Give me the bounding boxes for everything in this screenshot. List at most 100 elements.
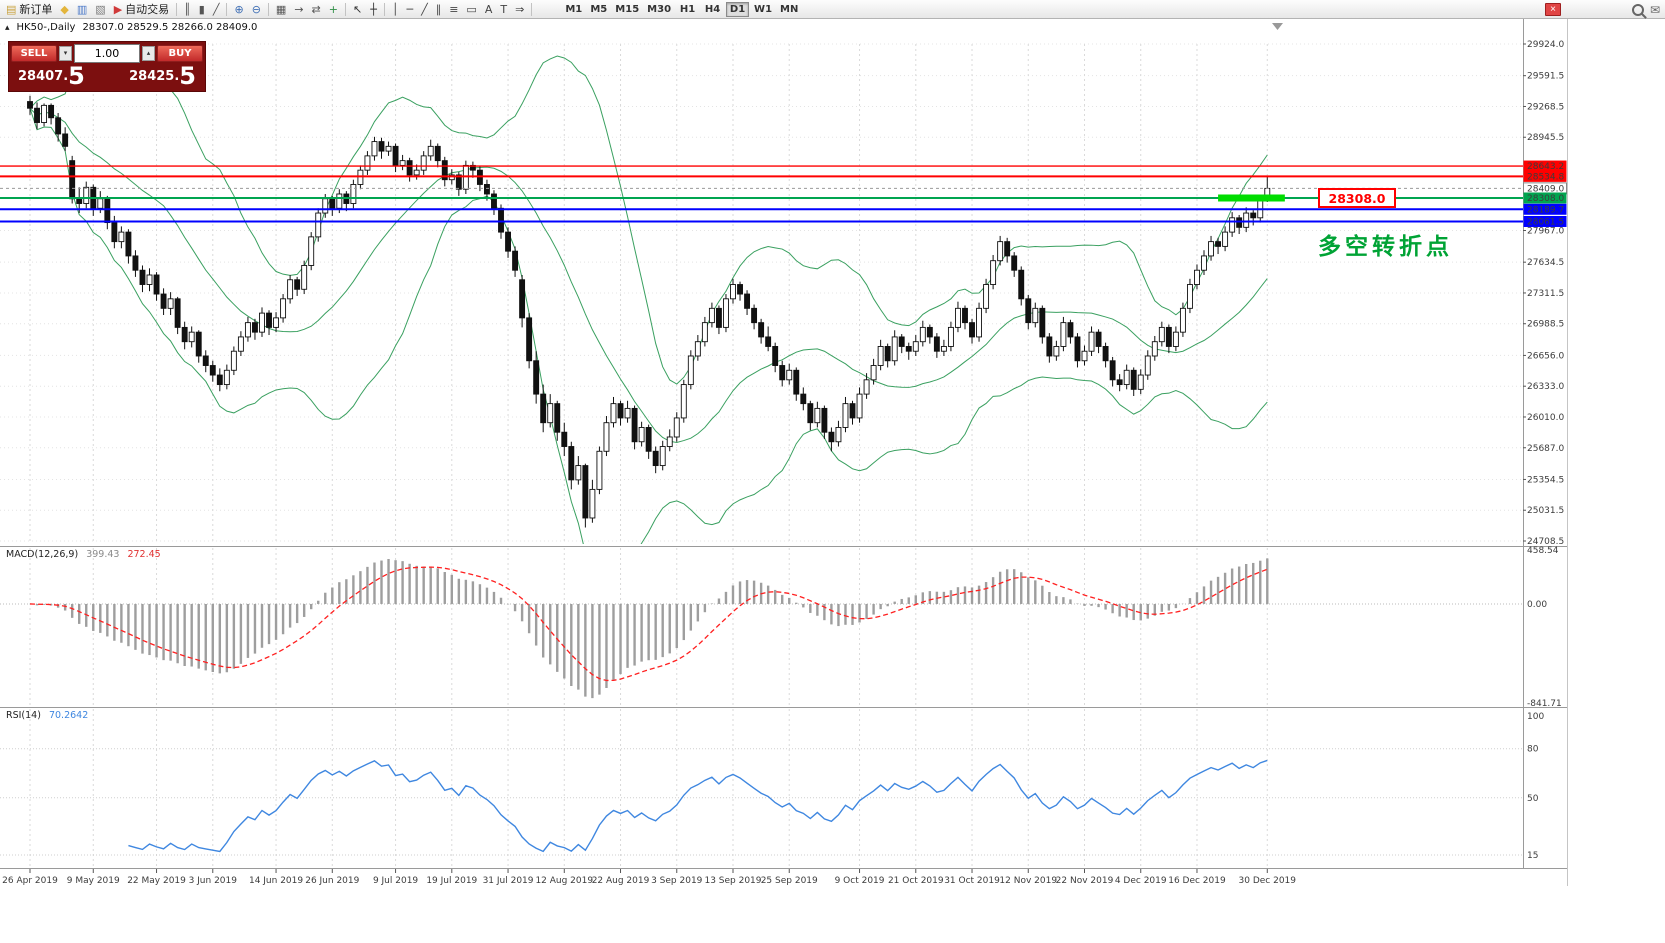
- time-axis: 26 Apr 2019 9 May 2019 22 May 2019 3 Jun 20…: [2, 869, 1296, 886]
- auto-trading-button[interactable]: ▶ 自动交易: [110, 1, 173, 18]
- chart-shift-marker[interactable]: [1272, 23, 1283, 30]
- zoom-in-button[interactable]: ⊕: [230, 1, 247, 18]
- support-highlight-segment[interactable]: [1218, 194, 1285, 202]
- time-tick-label: 9 Jul 2019: [373, 876, 418, 886]
- macd-signal-value: 272.45: [127, 549, 161, 560]
- bid-price[interactable]: 28407. 5: [18, 62, 85, 90]
- time-tick-label: 25 Sep 2019: [761, 876, 818, 886]
- macd-signal-line: [29, 566, 1268, 682]
- new-order-button[interactable]: ▤ 新订单: [2, 1, 56, 18]
- indicators-button[interactable]: +: [325, 1, 342, 18]
- time-tick-label: 13 Sep 2019: [704, 876, 761, 886]
- timeframe-m30[interactable]: M30: [644, 2, 674, 17]
- bar-chart-button[interactable]: ║: [180, 1, 195, 18]
- price-tick-label: 29924.0: [1527, 40, 1564, 50]
- toolbar-separator: [344, 2, 346, 16]
- time-tick-label: 26 Jun 2019: [305, 876, 359, 886]
- channel-button[interactable]: ∥: [432, 1, 446, 18]
- price-axis: 29924.0 29591.5 29268.5 28945.5 27967.0 27634…: [1523, 40, 1567, 547]
- time-tick-label: 26 Apr 2019: [2, 876, 58, 886]
- timeframe-h1[interactable]: H1: [676, 2, 699, 17]
- bollinger-middle-band: [29, 107, 1268, 443]
- new-chart-button[interactable]: ▥: [73, 1, 91, 18]
- chart-area[interactable]: 29924.0 29591.5 29268.5 28945.5 27967.0 27634…: [0, 19, 1665, 943]
- time-tick-label: 12 Nov 2019: [999, 876, 1057, 886]
- line-chart-icon: ╱: [212, 2, 220, 16]
- turning-point-note[interactable]: 多空转折点: [1318, 234, 1453, 260]
- time-tick-label: 3 Sep 2019: [651, 876, 703, 886]
- volume-input[interactable]: [74, 44, 140, 63]
- toolbar-separator: [176, 2, 178, 16]
- horizontal-line-button[interactable]: ─: [402, 1, 417, 18]
- sell-button[interactable]: SELL: [11, 45, 57, 62]
- auto-scroll-button[interactable]: →: [290, 1, 307, 18]
- toolbar-separator: [226, 2, 228, 16]
- rsi-name: RSI(14): [6, 710, 41, 721]
- panel-dividers: [0, 19, 1568, 886]
- bar-chart-icon: ║: [184, 2, 191, 16]
- close-chart-button[interactable]: ×: [1545, 3, 1561, 16]
- trendline-button[interactable]: ╱: [417, 1, 432, 18]
- buy-button[interactable]: BUY: [157, 45, 203, 62]
- rsi-line: [128, 759, 1268, 853]
- timeframe-m1[interactable]: M1: [562, 2, 585, 17]
- grid-lines: [0, 43, 1523, 867]
- bid-price-pip: 5: [68, 62, 85, 90]
- macd-axis-label: -841.71: [1527, 699, 1562, 709]
- candlestick-button[interactable]: ▮: [195, 1, 209, 18]
- mail-icon[interactable]: ✉: [1649, 2, 1660, 17]
- one-click-trading-panel: SELL ▾ ▴ BUY 28407. 5 28425. 5: [8, 41, 206, 92]
- order-prices-row: 28407. 5 28425. 5: [9, 64, 205, 91]
- zoom-out-icon: ⊖: [251, 2, 261, 16]
- zoom-out-button[interactable]: ⊖: [248, 1, 265, 18]
- bollinger-bands: [29, 55, 1268, 544]
- time-tick-label: 22 Nov 2019: [1056, 876, 1114, 886]
- timeframe-m5[interactable]: M5: [587, 2, 610, 17]
- time-tick-label: 30 Dec 2019: [1239, 876, 1297, 886]
- line-chart-button[interactable]: ╱: [209, 1, 224, 18]
- crosshair-button[interactable]: ┼: [366, 1, 381, 18]
- rsi-axis-label: 100: [1527, 712, 1544, 722]
- timeframe-mn[interactable]: MN: [777, 2, 801, 17]
- cursor-icon: ↖: [352, 2, 363, 16]
- shapes-button[interactable]: ▭: [462, 1, 480, 18]
- vertical-line-button[interactable]: │: [388, 1, 403, 18]
- arrows-icon: ⇒: [515, 2, 525, 16]
- text-button[interactable]: A: [481, 1, 497, 18]
- profiles-button[interactable]: ▧: [91, 1, 109, 18]
- timeframe-m15[interactable]: M15: [612, 2, 642, 17]
- volume-increase-button[interactable]: ▴: [142, 46, 155, 61]
- price-tick-label: 26010.0: [1527, 413, 1564, 423]
- timeframe-w1[interactable]: W1: [751, 2, 775, 17]
- time-tick-label: 22 May 2019: [127, 876, 186, 886]
- tile-windows-button[interactable]: ▦: [272, 1, 290, 18]
- time-tick-label: 31 Oct 2019: [944, 876, 1000, 886]
- ask-price[interactable]: 28425. 5: [129, 64, 196, 88]
- chart-shift-button[interactable]: ⇄: [308, 1, 325, 18]
- horizontal-line-icon: ─: [406, 2, 414, 16]
- bollinger-lower-band: [29, 108, 1268, 544]
- metaeditor-button[interactable]: ◆: [56, 1, 72, 18]
- cursor-button[interactable]: ↖: [349, 1, 366, 18]
- fibonacci-button[interactable]: ≡: [445, 1, 462, 18]
- one-click-toggle-icon[interactable]: ▴: [5, 22, 10, 33]
- arrows-button[interactable]: ⇒: [511, 1, 528, 18]
- chart-ohlc-values: 28307.0 28529.5 28266.0 28409.0: [82, 22, 258, 33]
- label-button[interactable]: T: [496, 1, 511, 18]
- macd-indicator-label: MACD(12,26,9) 399.43 272.45: [6, 549, 161, 560]
- price-tick-label: 28945.5: [1527, 133, 1564, 143]
- new-order-icon: ▤: [6, 2, 17, 16]
- search-icon[interactable]: [1631, 3, 1644, 16]
- channel-icon: ∥: [435, 2, 442, 16]
- price-line-badge: 28534.8: [1527, 172, 1564, 182]
- timeframe-d1[interactable]: D1: [726, 1, 750, 17]
- price-annotation-box[interactable]: 28308.0: [1318, 188, 1396, 208]
- macd-axis-label: 0.00: [1527, 600, 1547, 610]
- volume-decrease-button[interactable]: ▾: [59, 46, 72, 61]
- time-tick-label: 3 Jun 2019: [189, 876, 238, 886]
- price-tick-label: 25687.0: [1527, 444, 1564, 454]
- timeframe-h4[interactable]: H4: [701, 2, 724, 17]
- vertical-line-icon: │: [391, 2, 399, 16]
- macd-panel: [0, 558, 1523, 699]
